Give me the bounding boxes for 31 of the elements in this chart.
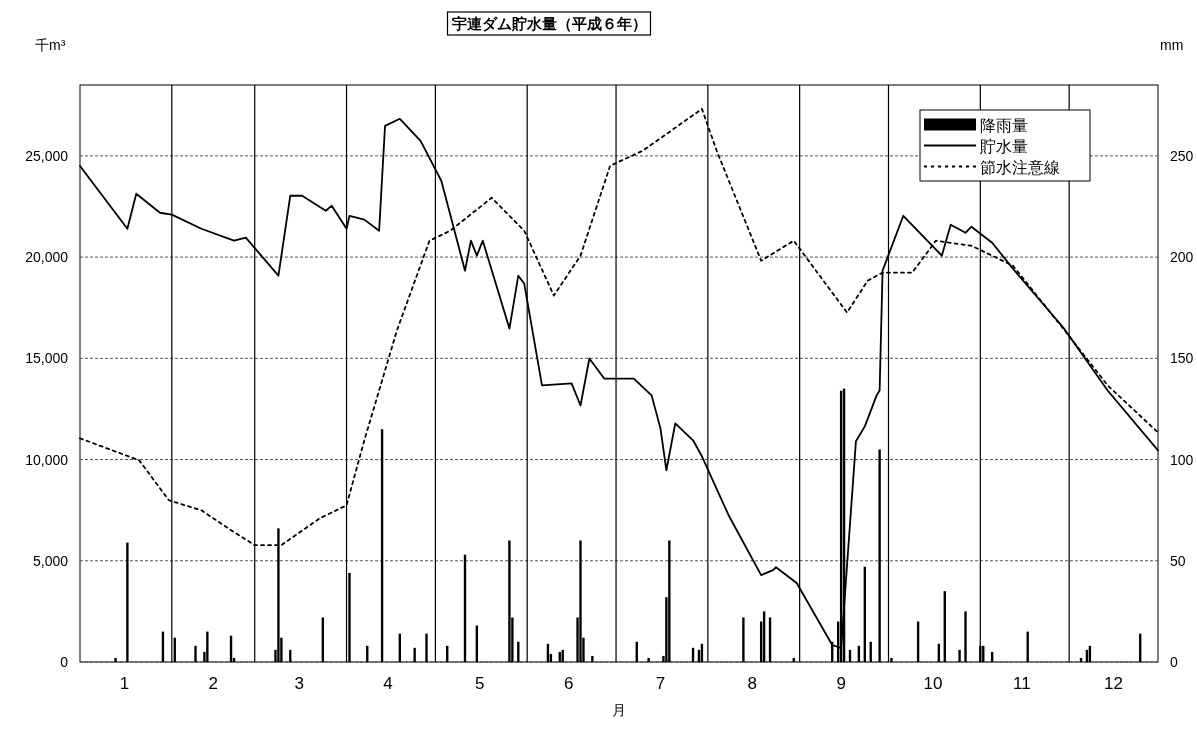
x-tick-label: 3: [294, 674, 304, 693]
y2-tick-label: 150: [1170, 350, 1194, 367]
y2-tick-label: 100: [1170, 451, 1194, 468]
y2-tick-label: 0: [1170, 654, 1178, 670]
x-tick-label: 4: [383, 674, 393, 693]
chart-title: 宇連ダム貯水量（平成６年）: [451, 15, 647, 32]
y-tick-label: 25,000: [25, 147, 69, 164]
x-tick-label: 11: [1012, 674, 1031, 693]
y-axis-title: 千m³: [35, 37, 66, 53]
x-axis-title: 月: [612, 702, 626, 718]
y2-axis-title: mm: [1160, 37, 1184, 53]
y2-tick-label: 50: [1170, 552, 1186, 569]
x-tick-label: 8: [747, 674, 757, 693]
x-tick-label: 2: [208, 674, 218, 693]
x-tick-label: 10: [923, 674, 943, 693]
y2-tick-label: 250: [1170, 147, 1194, 164]
y-tick-label: 5,000: [32, 552, 69, 569]
y-tick-label: 0: [60, 654, 69, 670]
x-tick-label: 1: [119, 674, 130, 693]
y2-tick-label: 200: [1170, 249, 1194, 266]
x-tick-label: 6: [563, 674, 574, 693]
y-tick-label: 20,000: [25, 249, 69, 266]
x-tick-label: 5: [475, 674, 485, 693]
x-tick-label: 7: [655, 674, 666, 693]
legend-label: 降雨量: [980, 116, 1028, 134]
legend-label: 貯水量: [980, 137, 1028, 155]
legend-label: 節水注意線: [980, 158, 1060, 176]
x-tick-label: 9: [836, 674, 846, 693]
x-tick-label: 12: [1104, 674, 1124, 693]
y-tick-label: 15,000: [25, 350, 69, 367]
y-tick-label: 10,000: [25, 451, 69, 468]
